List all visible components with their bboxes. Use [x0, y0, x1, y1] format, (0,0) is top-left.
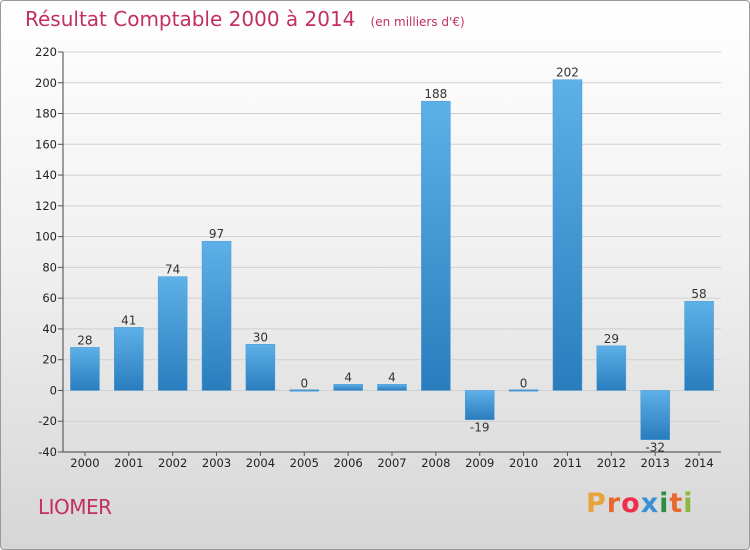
y-tick-label: 20: [42, 353, 57, 367]
bar-value-label: 58: [691, 287, 706, 301]
logo-letter: i: [659, 488, 670, 519]
bar-value-label: 41: [121, 313, 136, 327]
bar: [684, 300, 714, 391]
bar: [640, 390, 670, 440]
bar: [157, 276, 188, 391]
x-tick-label: 2000: [70, 456, 99, 470]
bar-value-label: 30: [253, 330, 268, 344]
y-tick-label: 160: [35, 137, 57, 151]
logo-letter: P: [586, 488, 607, 519]
bar-value-label: 188: [424, 87, 447, 101]
x-tick-label: 2005: [290, 456, 319, 470]
x-tick-label: 2006: [333, 456, 362, 470]
logo-letter: o: [621, 488, 641, 519]
logo-letter: r: [606, 488, 622, 519]
logo-letter: i: [683, 488, 694, 519]
x-tick-label: 2007: [377, 456, 406, 470]
x-tick-label: 2004: [246, 456, 275, 470]
x-tick-label: 2003: [202, 456, 231, 470]
y-tick-label: 60: [42, 291, 57, 305]
x-tick-label: 2001: [114, 456, 143, 470]
bar: [377, 384, 407, 391]
proxiti-logo: Proxiti: [586, 488, 694, 519]
bar: [421, 100, 451, 391]
x-tick-label: 2009: [465, 456, 494, 470]
bar-value-label: 29: [604, 332, 619, 346]
logo-letter: x: [640, 488, 660, 519]
y-tick-label: 40: [42, 322, 57, 336]
bar: [201, 240, 232, 391]
y-tick-label: 200: [35, 76, 57, 90]
x-tick-label: 2011: [553, 456, 582, 470]
bar-value-label: 4: [344, 370, 352, 384]
bar: [333, 384, 363, 391]
bar: [70, 347, 100, 391]
bar: [289, 389, 320, 392]
x-tick-label: 2013: [641, 456, 670, 470]
chart-title: Résultat Comptable 2000 à 2014: [25, 7, 356, 31]
bar-value-label: 4: [388, 370, 396, 384]
y-tick-label: 100: [35, 230, 57, 244]
bar: [245, 344, 276, 391]
logo-letter: t: [669, 488, 684, 519]
y-tick-label: 140: [35, 168, 57, 182]
x-tick-label: 2010: [509, 456, 538, 470]
y-tick-label: 0: [50, 383, 57, 397]
bar-value-label: 0: [520, 376, 528, 390]
bar-value-label: 202: [556, 66, 579, 80]
bar: [464, 390, 495, 420]
bar: [596, 345, 627, 391]
y-tick-label: -20: [38, 414, 57, 428]
bar-value-label: 74: [165, 263, 180, 277]
commune-name: LIOMER: [38, 495, 112, 519]
x-tick-label: 2008: [421, 456, 450, 470]
chart-title-block: Résultat Comptable 2000 à 2014 (en milli…: [25, 7, 465, 31]
bar: [552, 79, 583, 391]
x-tick-label: 2002: [158, 456, 187, 470]
y-tick-label: 120: [35, 199, 57, 213]
bar: [114, 327, 144, 391]
x-tick-label: 2012: [597, 456, 626, 470]
y-tick-label: -40: [38, 445, 57, 459]
bar-value-label: -19: [470, 421, 490, 435]
y-tick-label: 220: [35, 45, 57, 59]
bar-value-label: 28: [77, 333, 92, 347]
bar-value-label: -32: [645, 441, 665, 455]
x-tick-label: 2014: [684, 456, 713, 470]
bar-value-label: 0: [300, 376, 308, 390]
bar: [508, 389, 539, 392]
y-tick-label: 80: [42, 260, 57, 274]
chart-unit: (en milliers d'€): [370, 15, 465, 29]
bar-value-label: 97: [209, 227, 224, 241]
y-tick-label: 180: [35, 107, 57, 121]
